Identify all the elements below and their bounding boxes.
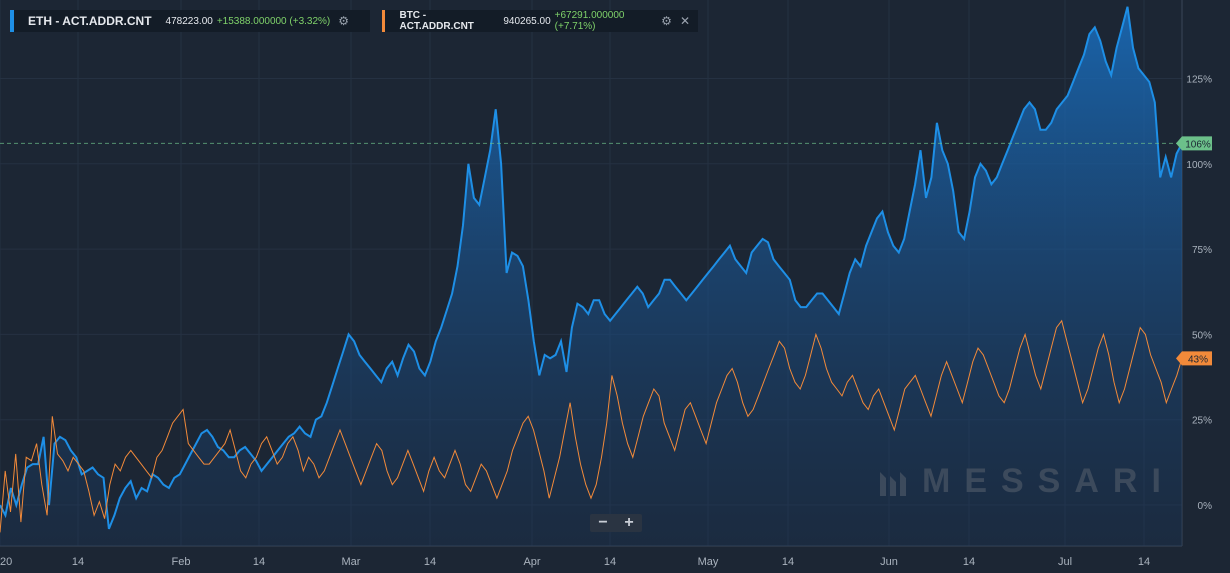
eth-series-line (0, 6, 1183, 530)
zoom-out-button[interactable]: − (598, 514, 608, 531)
gear-icon[interactable]: ⚙ (661, 14, 672, 28)
eth-series-color-swatch (10, 10, 14, 32)
btc-change-value: +67291.000000 (+7.71%) (554, 10, 625, 32)
y-tick-label: 0% (1198, 501, 1213, 512)
btc-last-value-badge-shape (1176, 351, 1212, 366)
watermark-text: MESSARI (922, 462, 1175, 500)
x-tick-label: 14 (604, 556, 616, 568)
x-tick-label: 14 (782, 556, 794, 568)
btc-series-color-swatch (382, 10, 386, 32)
x-tick-label: May (698, 556, 719, 568)
x-tick-label: Jul (1058, 556, 1072, 568)
eth-series-area (0, 6, 1182, 547)
y-tick-label: 100% (1186, 160, 1212, 171)
legend-eth: ETH - ACT.ADDR.CNT 478223.00 +15388.0000… (10, 10, 370, 32)
gear-icon[interactable]: ⚙ (338, 14, 350, 28)
btc-last-value-badge: 43% (1176, 351, 1212, 366)
close-icon[interactable]: ✕ (679, 14, 690, 28)
eth-series-name: ETH - ACT.ADDR.CNT (28, 14, 152, 28)
btc-last-value-badge-text: 43% (1188, 354, 1208, 365)
y-tick-label: 50% (1192, 330, 1212, 341)
x-tick-label: 14 (424, 556, 436, 568)
btc-series-name: BTC - ACT.ADDR.CNT (399, 10, 474, 32)
x-tick-label: Apr (523, 556, 540, 568)
eth-last-value-badge-text: 106% (1185, 139, 1211, 150)
x-tick-label: 20 (0, 556, 12, 568)
eth-change-value: +15388.000000 (+3.32%) (216, 15, 331, 27)
y-tick-label: 125% (1186, 74, 1212, 85)
x-tick-label: 14 (253, 556, 265, 568)
btc-last-value: 940265.00 (503, 15, 551, 27)
zoom-in-button[interactable]: + (624, 514, 634, 531)
eth-last-value-badge: 106% (1176, 136, 1212, 151)
x-tick-label: Feb (172, 556, 191, 568)
x-tick-label: 14 (72, 556, 84, 568)
x-tick-label: 14 (1138, 556, 1150, 568)
legend-btc: BTC - ACT.ADDR.CNT 940265.00 +67291.0000… (382, 10, 698, 32)
eth-last-value: 478223.00 (165, 15, 213, 27)
y-tick-label: 75% (1192, 245, 1212, 256)
x-tick-label: Mar (342, 556, 361, 568)
eth-last-value-badge-shape (1176, 136, 1212, 151)
btc-series-line (0, 319, 1183, 533)
x-tick-label: Jun (880, 556, 898, 568)
zoom-controls: − + (590, 514, 642, 532)
messari-logo-icon (880, 471, 906, 496)
messari-watermark: MESSARI (878, 462, 1175, 501)
y-tick-label: 25% (1192, 416, 1212, 427)
x-tick-label: 14 (963, 556, 975, 568)
